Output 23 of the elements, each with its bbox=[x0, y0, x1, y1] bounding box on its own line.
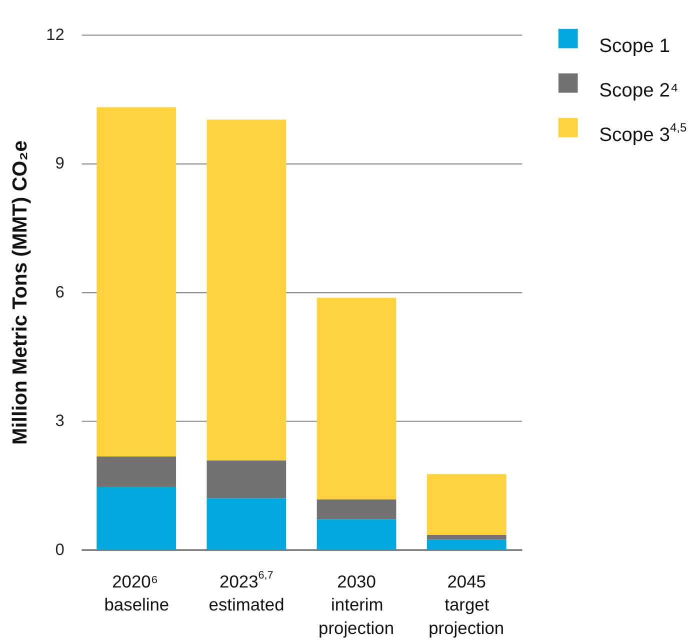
x-tick-label: 2030 interim projection bbox=[318, 571, 394, 638]
legend-label: Scope 1 bbox=[599, 35, 670, 58]
bar bbox=[426, 534, 506, 540]
bar bbox=[96, 486, 176, 550]
bar bbox=[206, 460, 286, 498]
y-axis-title: Million Metric Tons (MMT) CO₂e bbox=[10, 140, 32, 445]
bar bbox=[316, 499, 396, 520]
y-tick-label: 9 bbox=[55, 154, 64, 173]
bar bbox=[96, 107, 176, 456]
legend-label: Scope 2⁴ bbox=[599, 80, 678, 102]
bar bbox=[206, 120, 286, 460]
x-tick-label: 2045 target projection bbox=[428, 571, 504, 638]
bar bbox=[426, 540, 506, 550]
bar bbox=[316, 519, 396, 550]
y-tick-label: 12 bbox=[46, 26, 64, 44]
bar bbox=[96, 456, 176, 487]
bar bbox=[426, 474, 506, 535]
x-tick-label: 2020⁶ baseline bbox=[104, 571, 170, 615]
y-tick-label: 0 bbox=[55, 540, 64, 559]
y-tick-label: 6 bbox=[55, 283, 64, 302]
y-tick-label: 3 bbox=[55, 412, 64, 430]
bar bbox=[206, 498, 286, 550]
bar bbox=[316, 298, 396, 500]
